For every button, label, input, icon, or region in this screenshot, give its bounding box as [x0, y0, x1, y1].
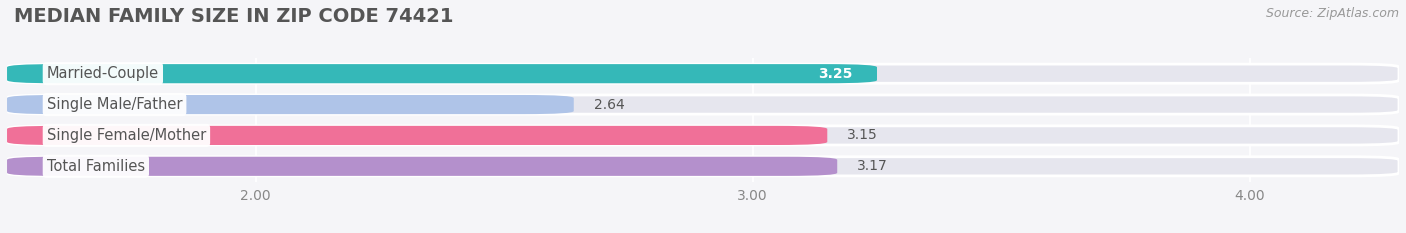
Text: MEDIAN FAMILY SIZE IN ZIP CODE 74421: MEDIAN FAMILY SIZE IN ZIP CODE 74421	[14, 7, 454, 26]
Text: 3.25: 3.25	[818, 67, 852, 81]
FancyBboxPatch shape	[7, 126, 1399, 145]
FancyBboxPatch shape	[7, 95, 574, 114]
FancyBboxPatch shape	[7, 157, 837, 176]
Text: 3.17: 3.17	[858, 159, 887, 173]
Text: 3.15: 3.15	[848, 128, 877, 142]
Text: Single Male/Father: Single Male/Father	[46, 97, 183, 112]
Text: Married-Couple: Married-Couple	[46, 66, 159, 81]
Text: Source: ZipAtlas.com: Source: ZipAtlas.com	[1265, 7, 1399, 20]
FancyBboxPatch shape	[7, 95, 1399, 114]
Text: 2.64: 2.64	[593, 98, 624, 112]
Text: Single Female/Mother: Single Female/Mother	[46, 128, 207, 143]
FancyBboxPatch shape	[7, 126, 827, 145]
FancyBboxPatch shape	[7, 64, 1399, 83]
FancyBboxPatch shape	[7, 64, 877, 83]
Text: Total Families: Total Families	[46, 159, 145, 174]
FancyBboxPatch shape	[7, 157, 1399, 176]
